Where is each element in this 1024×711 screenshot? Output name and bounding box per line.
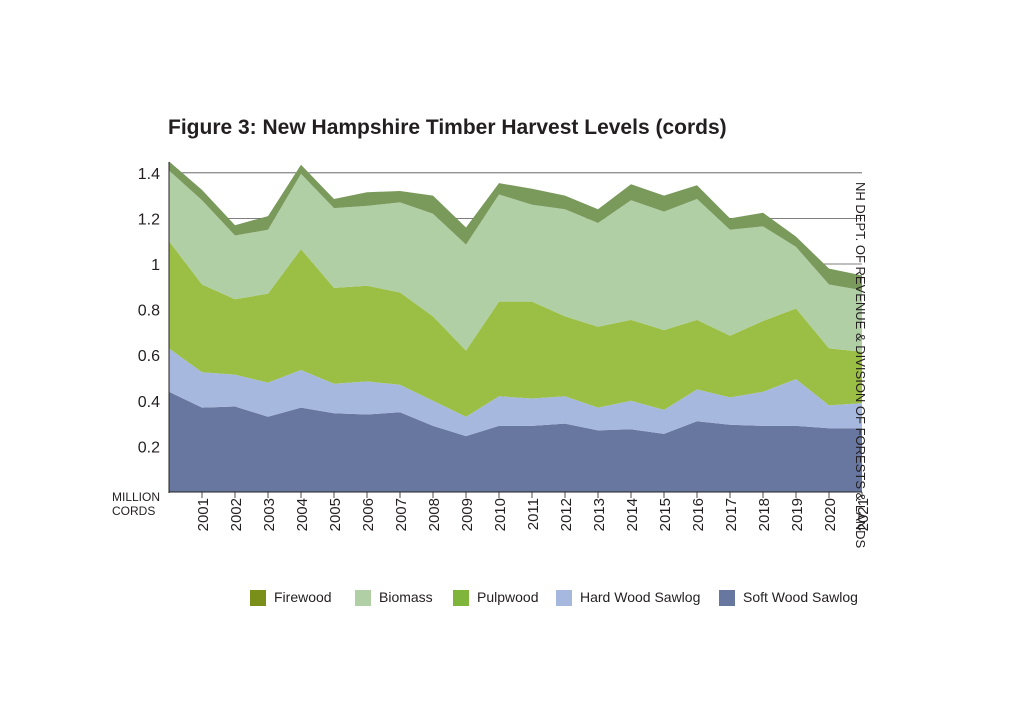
area-firewood bbox=[169, 161, 862, 291]
legend-label: Biomass bbox=[379, 589, 433, 605]
y-unit-label-line-1: MILLION bbox=[112, 490, 161, 504]
legend-label: Firewood bbox=[274, 589, 332, 605]
x-tick-label: 2001 bbox=[195, 498, 212, 531]
x-tick-label: 2011 bbox=[525, 498, 542, 530]
y-unit-label-line-2: CORDS bbox=[112, 504, 156, 518]
y-tick-label: 0.8 bbox=[138, 303, 160, 320]
x-tick-label: 2007 bbox=[393, 498, 410, 531]
area-soft-wood-sawlog bbox=[169, 391, 862, 492]
x-tick-label: 2018 bbox=[756, 498, 773, 531]
legend-swatch bbox=[453, 590, 469, 606]
x-tick-label: 2003 bbox=[261, 498, 278, 531]
chart-title: Figure 3: New Hampshire Timber Harvest L… bbox=[168, 116, 727, 139]
y-tick-label: 0.2 bbox=[138, 439, 160, 456]
x-tick-label: 2016 bbox=[690, 498, 707, 531]
y-tick-label: 1 bbox=[151, 257, 160, 274]
x-tick-label: 2013 bbox=[591, 498, 608, 531]
legend-swatch bbox=[719, 590, 735, 606]
x-tick-label: 2017 bbox=[723, 498, 740, 531]
area-biomass bbox=[169, 170, 862, 352]
y-tick-label: 0.6 bbox=[138, 348, 160, 365]
x-tick-label: 2002 bbox=[228, 498, 245, 531]
legend-label: Soft Wood Sawlog bbox=[743, 589, 858, 605]
legend-swatch bbox=[355, 590, 371, 606]
x-tick-label: 2008 bbox=[426, 498, 443, 531]
x-tick-label: 2014 bbox=[624, 498, 641, 531]
legend-swatch bbox=[250, 590, 266, 606]
legend-swatch bbox=[556, 590, 572, 606]
x-tick-label: 2009 bbox=[459, 498, 476, 531]
x-tick-label: 2006 bbox=[360, 498, 377, 531]
legend-label: Pulpwood bbox=[477, 589, 539, 605]
x-tick-label: 2021 bbox=[855, 498, 872, 531]
y-tick-label: 0.4 bbox=[138, 394, 160, 411]
y-unit-label: MILLION CORDS bbox=[112, 490, 160, 518]
area-hard-wood-sawlog bbox=[169, 348, 862, 437]
x-tick-label: 2010 bbox=[492, 498, 509, 531]
x-tick-label: 2004 bbox=[294, 498, 311, 531]
area-pulpwood bbox=[169, 241, 862, 417]
y-tick-label: 1.4 bbox=[138, 166, 160, 183]
x-tick-label: 2019 bbox=[789, 498, 806, 531]
legend-label: Hard Wood Sawlog bbox=[580, 589, 701, 605]
x-tick-label: 2005 bbox=[327, 498, 344, 531]
y-tick-label: 1.2 bbox=[138, 211, 160, 228]
x-tick-label: 2015 bbox=[657, 498, 674, 531]
source-note: NH DEPT. OF REVENUE & DIVISION OF FOREST… bbox=[853, 182, 868, 549]
x-tick-label: 2012 bbox=[558, 498, 575, 531]
x-tick-label: 2020 bbox=[822, 498, 839, 531]
